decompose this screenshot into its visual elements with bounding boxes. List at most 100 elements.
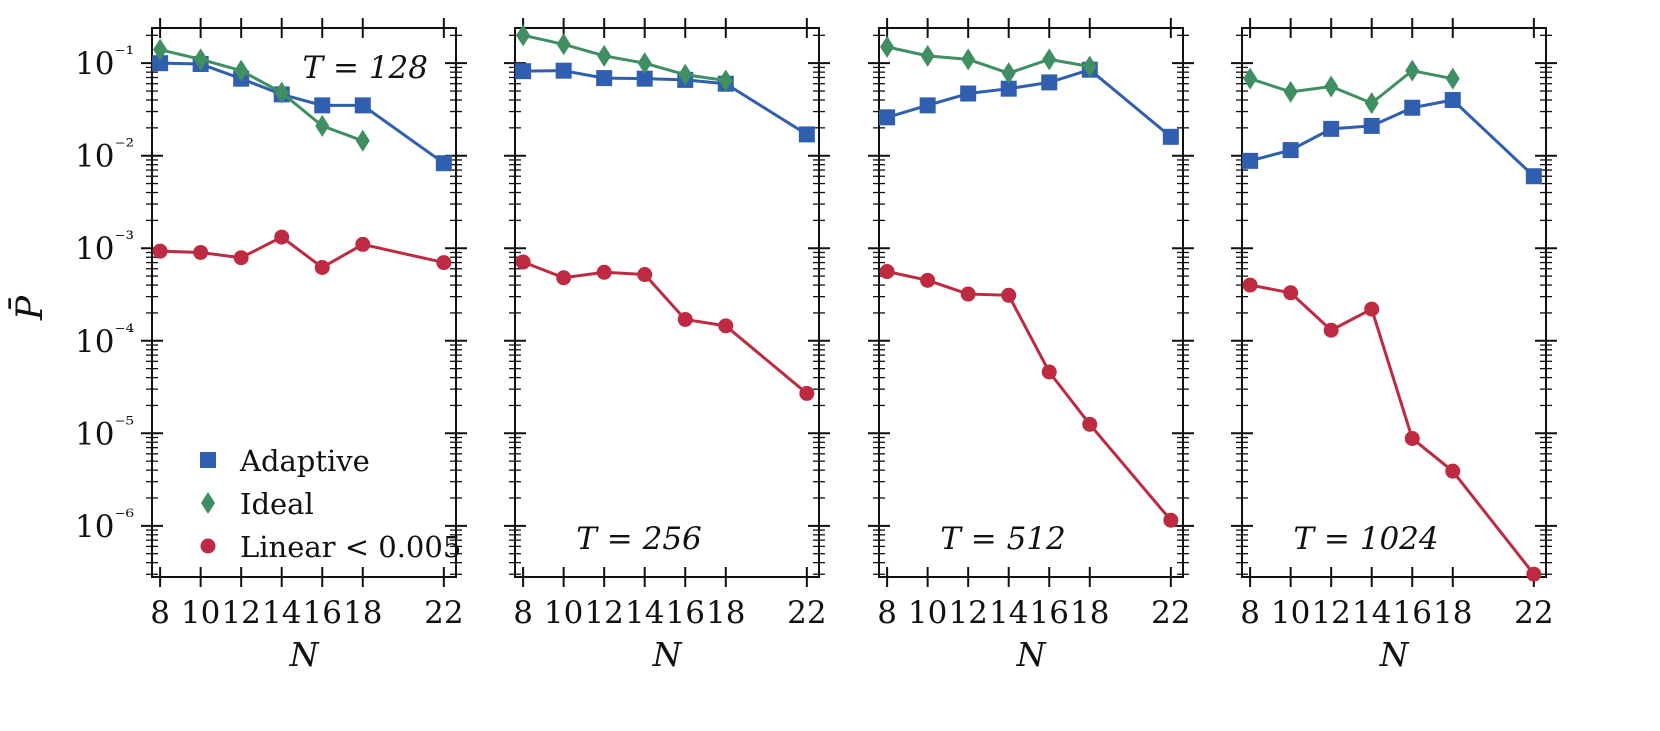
x-tick-label: 10 xyxy=(181,595,220,631)
data-point-linear xyxy=(314,259,330,275)
panel-1: 10⁻⁶ 10⁻⁵ 10⁻⁴ 10⁻³ 10⁻² 10⁻¹ 8 10 12 14 16 18 22 N T … xyxy=(75,18,467,674)
x-tick-label: 22 xyxy=(1514,595,1553,631)
x-axis-label: N xyxy=(1379,635,1410,674)
data-point-ideal xyxy=(274,81,289,104)
series-adaptive xyxy=(1242,92,1542,185)
data-point-adaptive xyxy=(636,70,653,87)
legend-marker-linear xyxy=(200,538,216,554)
data-point-ideal xyxy=(153,38,168,61)
data-point-linear xyxy=(1445,463,1461,479)
data-point-adaptive xyxy=(435,155,452,172)
plot-frame xyxy=(514,27,820,578)
x-tick-label: 14 xyxy=(262,595,301,631)
data-point-linear xyxy=(233,250,249,266)
data-point-ideal xyxy=(516,24,531,47)
series-linear xyxy=(879,264,1179,528)
x-axis-label: N xyxy=(289,635,320,674)
data-point-ideal xyxy=(1405,59,1420,82)
y-tick-label: 10⁻² xyxy=(75,135,134,175)
data-point-adaptive xyxy=(1444,92,1461,109)
plot-frame xyxy=(1241,27,1547,578)
data-point-linear xyxy=(1163,512,1179,528)
panel-2: 8 10 12 14 16 18 22 N T = 256 xyxy=(504,18,830,674)
series-linear xyxy=(515,254,815,401)
panel-4: 8 10 12 14 16 18 22 N T = 1024 xyxy=(1231,18,1557,674)
data-point-ideal xyxy=(678,63,693,86)
data-point-ideal xyxy=(556,33,571,56)
data-point-linear xyxy=(596,264,612,280)
data-point-ideal xyxy=(193,48,208,71)
y-axis-label: P̄ xyxy=(8,295,51,321)
data-point-ideal xyxy=(920,44,935,67)
x-tick-label: 16 xyxy=(1030,595,1069,631)
series-linear xyxy=(152,229,452,275)
series-ideal xyxy=(1243,59,1460,115)
data-point-ideal xyxy=(1364,92,1379,115)
data-point-linear xyxy=(1001,287,1017,303)
x-tick-label: 10 xyxy=(1271,595,1310,631)
y-tick-label: 10⁻⁶ xyxy=(75,505,134,545)
data-point-adaptive xyxy=(1000,80,1017,97)
legend-marker-ideal xyxy=(201,492,215,514)
data-point-adaptive xyxy=(1041,74,1058,91)
x-tick-label: 8 xyxy=(877,595,897,631)
plot-frame xyxy=(878,27,1184,578)
x-tick-label: 18 xyxy=(706,595,745,631)
data-point-ideal xyxy=(880,35,895,58)
x-tick-label: 14 xyxy=(625,595,664,631)
data-point-linear xyxy=(960,286,976,302)
data-point-adaptive xyxy=(1162,128,1179,145)
data-point-linear xyxy=(436,255,452,271)
data-point-adaptive xyxy=(1525,168,1542,185)
x-tick-label: 16 xyxy=(1393,595,1432,631)
data-point-linear xyxy=(274,229,290,245)
panel-title: T = 1024 xyxy=(1293,521,1438,557)
panel-title: T = 256 xyxy=(576,521,702,557)
x-tick-label: 18 xyxy=(343,595,382,631)
data-point-linear xyxy=(879,264,895,280)
data-point-adaptive xyxy=(555,62,572,79)
data-point-adaptive xyxy=(596,70,613,87)
data-point-ideal xyxy=(718,69,733,92)
data-point-ideal xyxy=(1082,55,1097,78)
data-point-linear xyxy=(1526,566,1542,582)
y-tick-label: 10⁻⁴ xyxy=(75,320,134,360)
panel-title: T = 128 xyxy=(302,50,428,86)
data-point-linear xyxy=(556,270,572,286)
data-point-adaptive xyxy=(1242,152,1259,169)
data-point-ideal xyxy=(1283,80,1298,103)
panels-group: 10⁻⁶10⁻⁵10⁻⁴10⁻³10⁻²10⁻¹8 10 12 14 16 18 22NT … xyxy=(75,18,1557,674)
data-point-ideal xyxy=(637,52,652,75)
x-tick-label: 8 xyxy=(513,595,533,631)
panel-title: T = 512 xyxy=(940,521,1066,557)
data-point-linear xyxy=(355,236,371,252)
x-tick-label: 16 xyxy=(303,595,342,631)
x-tick-label: 18 xyxy=(1433,595,1472,631)
data-point-ideal xyxy=(1042,48,1057,71)
x-tick-label: 12 xyxy=(948,595,987,631)
data-point-linear xyxy=(1283,285,1299,301)
series-line-ideal xyxy=(886,45,1091,75)
data-point-ideal xyxy=(961,48,976,71)
x-tick-label: 8 xyxy=(150,595,170,631)
x-axis-label: N xyxy=(1016,635,1047,674)
x-tick-label: 12 xyxy=(1311,595,1350,631)
data-point-adaptive xyxy=(314,97,331,114)
data-point-linear xyxy=(1041,364,1057,380)
x-tick-label: 8 xyxy=(1240,595,1260,631)
x-tick-label: 18 xyxy=(1070,595,1109,631)
data-point-linear xyxy=(193,244,209,260)
data-point-linear xyxy=(1364,301,1380,317)
x-tick-label: 22 xyxy=(424,595,463,631)
data-point-ideal xyxy=(1324,75,1339,98)
panel-3: 8 10 12 14 16 18 22 N T = 512 xyxy=(868,18,1194,674)
data-point-linear xyxy=(1082,416,1098,432)
data-point-adaptive xyxy=(1282,142,1299,159)
data-point-linear xyxy=(718,318,734,334)
data-point-linear xyxy=(1323,322,1339,338)
x-tick-label: 14 xyxy=(989,595,1028,631)
y-tick-label: 10⁻³ xyxy=(75,227,134,267)
data-point-linear xyxy=(1242,277,1258,293)
data-point-adaptive xyxy=(919,97,936,114)
